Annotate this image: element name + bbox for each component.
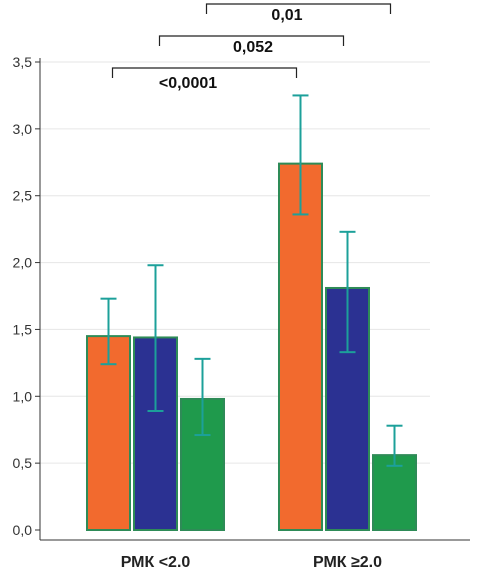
- bar: [278, 162, 323, 531]
- x-category-label: РМК <2.0: [121, 554, 191, 571]
- y-tick-label: 2,0: [13, 255, 33, 271]
- bars: [86, 162, 417, 531]
- bar: [86, 335, 131, 531]
- bar: [372, 454, 417, 531]
- y-tick-label: 1,0: [13, 388, 33, 404]
- y-tick-label: 0,5: [13, 455, 33, 471]
- y-tick-label: 2,5: [13, 188, 33, 204]
- significance-bracket: [111, 67, 298, 78]
- y-tick-label: 1,5: [13, 321, 33, 337]
- y-tick-label: 3,5: [13, 54, 33, 70]
- y-axis: 0,0 0,5 1,0 1,5 2,0 2,5 3,0 3,5: [13, 54, 470, 541]
- error-bars: [100, 94, 403, 467]
- x-category-label: РМК ≥2.0: [313, 554, 382, 571]
- x-axis-labels: РМК <2.0 РМК ≥2.0: [121, 554, 382, 571]
- y-tick-label: 3,0: [13, 121, 33, 137]
- significance-brackets: <0,0001 0,052 0,01: [111, 3, 392, 92]
- p-value-label: <0,0001: [159, 75, 217, 92]
- p-value-label: 0,052: [233, 39, 273, 56]
- significance-bracket: [205, 3, 392, 14]
- p-value-label: 0,01: [271, 7, 302, 24]
- y-tick-label: 0,0: [13, 522, 33, 538]
- significance-bracket: [158, 35, 345, 46]
